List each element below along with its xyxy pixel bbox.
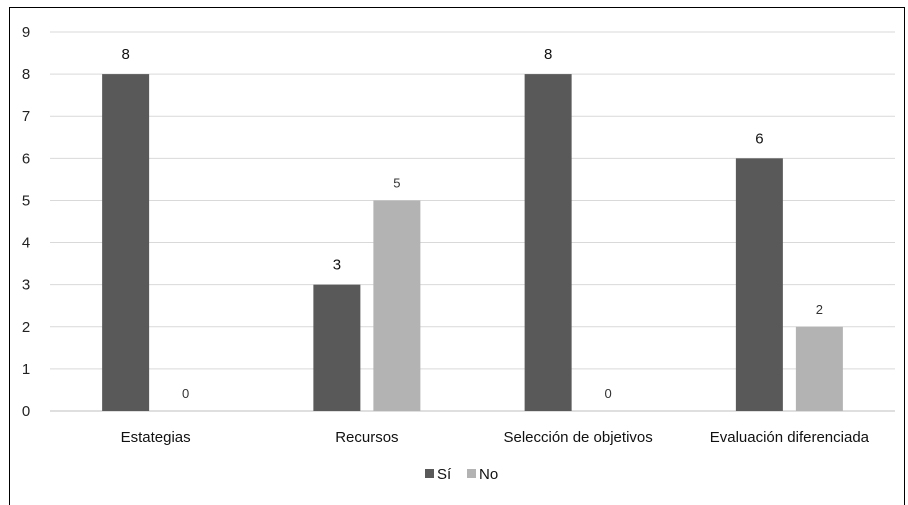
legend-label: No (479, 466, 498, 483)
x-tick-label: Evaluación diferenciada (710, 429, 870, 446)
y-tick-label: 6 (22, 150, 30, 167)
x-tick-label: Recursos (335, 429, 398, 446)
legend-swatch (467, 469, 476, 478)
bar (373, 200, 421, 411)
x-tick-label: Estategias (121, 429, 191, 446)
y-tick-label: 2 (22, 319, 30, 336)
y-tick-label: 9 (22, 24, 30, 41)
y-tick-label: 1 (22, 361, 30, 378)
legend-label: Sí (437, 466, 452, 483)
data-label: 2 (816, 302, 823, 317)
y-tick-label: 5 (22, 192, 30, 209)
legend-swatch (425, 469, 434, 478)
y-tick-label: 3 (22, 277, 30, 294)
y-tick-label: 8 (22, 66, 30, 83)
bar (524, 74, 572, 411)
data-label: 8 (121, 46, 129, 63)
data-label: 5 (393, 175, 400, 190)
data-label: 8 (544, 46, 552, 63)
y-tick-label: 4 (22, 235, 30, 252)
bar (735, 158, 783, 411)
y-tick-label: 7 (22, 108, 30, 125)
data-label: 0 (605, 386, 612, 401)
data-label: 6 (755, 130, 763, 147)
chart-frame (9, 7, 905, 505)
data-label: 3 (333, 257, 341, 274)
bar (102, 74, 150, 411)
x-tick-label: Selección de objetivos (503, 429, 652, 446)
data-label: 0 (182, 386, 189, 401)
y-tick-label: 0 (22, 403, 30, 420)
bar (313, 284, 361, 411)
bar (795, 326, 843, 411)
